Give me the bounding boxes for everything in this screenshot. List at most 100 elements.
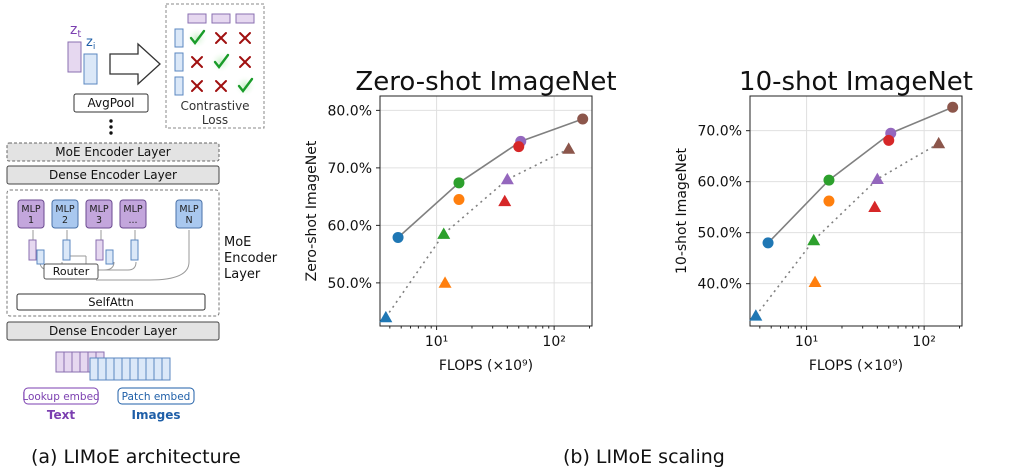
arrow-right-icon [109, 42, 161, 86]
limoe-architecture-diagram: zt zi Contrastive Loss AvgPool MoE Encod… [6, 3, 278, 422]
y-tick-label: 50.0% [328, 276, 372, 292]
mlp-label: MLP [55, 204, 74, 215]
data-point-triangle [870, 172, 884, 185]
x-tick-label: 10¹ [795, 334, 818, 350]
data-point-circle [883, 134, 895, 146]
y-tick-label: 60.0% [328, 218, 372, 234]
zero-shot-imagenet-chart: Zero-shot ImageNet 50.0% 60.0% 70.0% 80.0% 10… [304, 67, 617, 374]
z-image-label: zi [86, 35, 95, 52]
dense-encoder-layer-label: Dense Encoder Layer [49, 168, 177, 182]
check-icon [213, 53, 230, 69]
mlp-label: MLP [123, 204, 142, 215]
image-token-bar [174, 52, 184, 72]
mlp-expert-box [17, 199, 45, 229]
data-point-circle [577, 113, 589, 125]
mlp-expert-box [119, 199, 147, 229]
data-point-circle [823, 195, 835, 207]
mlp-expert-box [85, 199, 113, 229]
data-point-triangle [438, 276, 452, 288]
chart-title: Zero-shot ImageNet [355, 67, 616, 97]
selfattn-box [16, 293, 206, 311]
avgpool-box [73, 93, 149, 113]
data-point-circle [947, 101, 959, 113]
dense-encoder-layer-bottom-label: Dense Encoder Layer [49, 324, 177, 338]
text-token [95, 239, 104, 261]
patch-embed-label: Patch embed [122, 391, 191, 403]
caption-scaling: (b) LIMoE scaling [563, 446, 725, 468]
data-point-triangle [437, 227, 451, 239]
lookup-embed-label: Lookup embed [22, 391, 99, 403]
image-token-bar [174, 28, 184, 48]
data-point-triangle [498, 194, 512, 207]
avgpool-label: AvgPool [87, 96, 134, 110]
mlp-index: 3 [96, 215, 102, 226]
x-axis-label: FLOPS (×10⁹) [439, 358, 533, 374]
data-point-triangle [500, 172, 514, 185]
y-tick-label: 50.0% [698, 226, 742, 242]
moe-side-label-1: MoE [224, 235, 251, 250]
check-icon [237, 77, 254, 93]
data-point-triangle [379, 310, 393, 323]
mlp-label: MLP [179, 204, 198, 215]
ten-shot-imagenet-chart: 10-shot ImageNet 40.0% 50.0% 60.0% 70.0% 10¹ 1… [674, 67, 973, 374]
x-tick-label: 10² [912, 334, 935, 350]
cross-icon [239, 32, 251, 44]
cross-icon [239, 56, 251, 68]
y-tick-label: 60.0% [698, 175, 742, 191]
image-token [105, 249, 114, 265]
image-token-strip [89, 357, 171, 381]
moe-side-label-3: Layer [224, 267, 261, 282]
data-point-triangle [749, 309, 763, 321]
plot-frame [749, 95, 963, 327]
data-point-circle [762, 237, 774, 249]
cross-icon [215, 80, 227, 92]
series-line-dotted [385, 148, 570, 318]
text-modality-label: Text [47, 408, 75, 422]
y-tick-label: 70.0% [698, 124, 742, 140]
data-point-triangle [562, 142, 576, 154]
moe-side-label-2: Encoder [224, 251, 278, 266]
y-tick-label: 70.0% [328, 161, 372, 177]
mlp-label: MLP [21, 204, 40, 215]
x-tick-label: 10² [542, 334, 565, 350]
text-token-bar [211, 13, 231, 24]
moe-encoder-layer-label: MoE Encoder Layer [55, 145, 170, 159]
text-token-bar [235, 13, 255, 24]
z-text-label: zt [70, 22, 81, 40]
y-axis-label: 10-shot ImageNet [674, 148, 690, 274]
y-tick-label: 80.0% [328, 103, 372, 119]
data-point-triangle [808, 275, 822, 288]
chart-title: 10-shot ImageNet [739, 67, 973, 97]
data-point-circle [453, 177, 465, 189]
data-point-circle [392, 231, 404, 243]
mlp-index: 1 [28, 215, 34, 226]
text-token-bar [187, 13, 207, 24]
series-line-dotted [755, 142, 940, 317]
images-modality-label: Images [132, 408, 181, 422]
x-tick-label: 10¹ [425, 334, 448, 350]
moe-layer-detail-box [6, 189, 220, 317]
dense-encoder-layer-bottom-box [6, 321, 220, 341]
series-line-solid [767, 106, 954, 244]
text-embedding-bar [67, 41, 82, 73]
data-point-circle [823, 174, 835, 186]
plot-frame [379, 95, 593, 327]
moe-encoder-layer-box [6, 142, 220, 162]
data-point-circle [453, 194, 465, 205]
image-token [62, 239, 71, 261]
mlp-expert-box [175, 199, 203, 229]
caption-architecture: (a) LIMoE architecture [31, 446, 241, 468]
patch-embed-box [117, 387, 195, 405]
mlp-index: N [185, 215, 192, 226]
mlp-expert-box [51, 199, 79, 229]
selfattn-label: SelfAttn [88, 295, 134, 309]
router-box [43, 263, 99, 280]
mlp-index: ... [128, 215, 137, 226]
x-axis-label: FLOPS (×10⁹) [809, 358, 903, 374]
data-point-triangle [807, 233, 821, 246]
text-token [28, 239, 37, 261]
data-point-circle [513, 141, 525, 153]
check-icon [189, 29, 206, 45]
y-axis-label: Zero-shot ImageNet [304, 140, 320, 281]
cross-icon [191, 80, 203, 92]
